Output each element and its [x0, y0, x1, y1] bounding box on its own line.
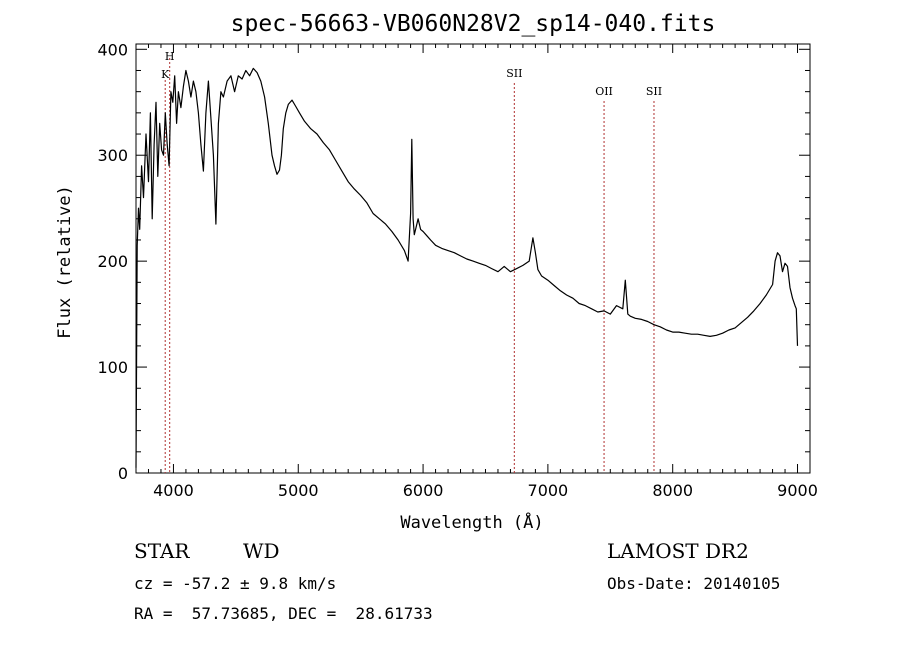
x-tick-label: 6000 — [403, 481, 444, 500]
x-tick-label: 7000 — [528, 481, 569, 500]
x-tick-label: 9000 — [777, 481, 818, 500]
spectral-line-label: K — [161, 68, 170, 81]
x-axis-label: Wavelength (Å) — [400, 511, 543, 533]
y-axis-label: Flux (relative) — [55, 185, 75, 339]
object-subclass: WD — [243, 539, 280, 563]
survey-name: LAMOST DR2 — [607, 539, 749, 563]
chart-title: spec-56663-VB060N28V2_sp14-040.fits — [231, 11, 716, 37]
y-tick-label: 300 — [97, 146, 128, 165]
spectrum-line — [135, 67, 799, 468]
object-type: STAR — [134, 539, 190, 563]
coordinates: RA = 57.73685, DEC = 28.61733 — [134, 604, 433, 623]
radial-velocity: cz = -57.2 ± 9.8 km/s — [134, 574, 337, 593]
y-tick-label: 0 — [118, 464, 128, 483]
y-tick-label: 400 — [97, 40, 128, 59]
spectral-line-label: SII — [646, 85, 662, 98]
spectral-line-label: H — [165, 50, 175, 63]
spectral-line-label: OII — [595, 85, 613, 98]
observation-date: Obs-Date: 20140105 — [607, 574, 781, 593]
x-tick-label: 4000 — [153, 481, 194, 500]
x-tick-label: 8000 — [652, 481, 693, 500]
y-tick-label: 200 — [97, 252, 128, 271]
y-tick-label: 100 — [97, 358, 128, 377]
x-tick-label: 5000 — [278, 481, 319, 500]
plot-frame — [135, 43, 811, 474]
spectral-line-label: SII — [506, 67, 522, 80]
